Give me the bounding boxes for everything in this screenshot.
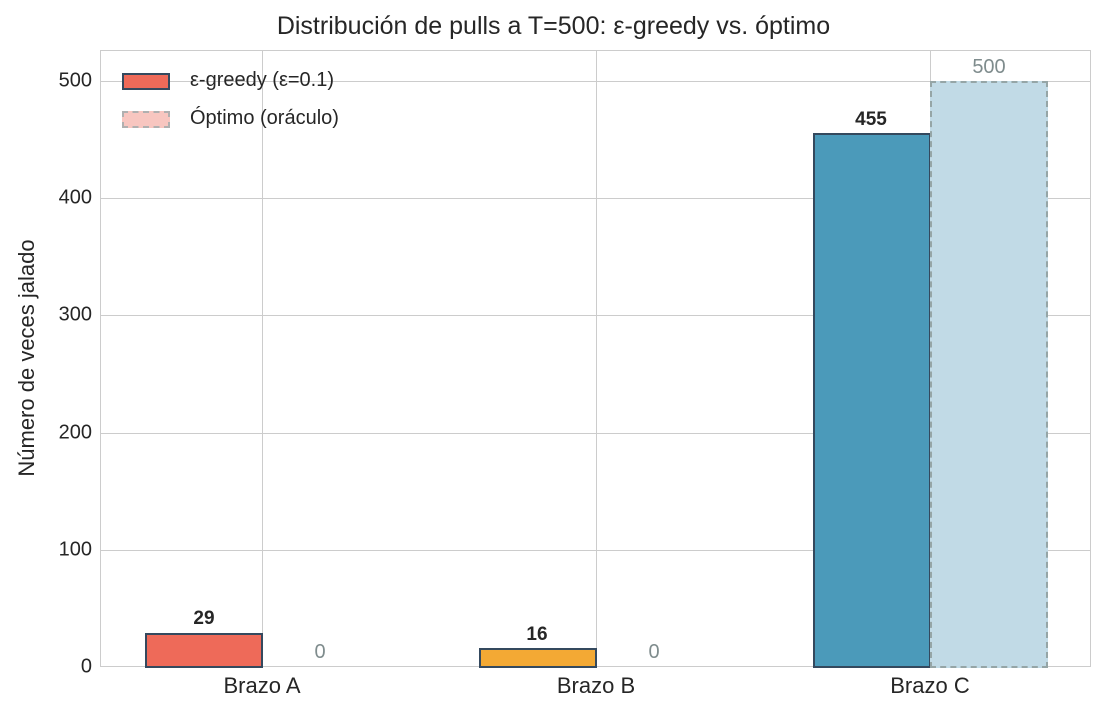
x-tick: Brazo A [223, 673, 301, 698]
gridline [262, 51, 263, 666]
y-tick: 300 [58, 303, 92, 326]
bar-brazo-b-greedy [479, 648, 597, 668]
x-tick: Brazo C [890, 673, 970, 698]
y-tick: 400 [58, 186, 92, 209]
gridline [101, 315, 1090, 316]
value-label: 0 [314, 641, 326, 663]
bar-brazo-c-optimal [930, 81, 1048, 668]
chart-title: Distribución de pulls a T=500: ε-greedy … [276, 12, 831, 40]
bar-brazo-c-greedy [813, 133, 931, 668]
gridline [101, 81, 1090, 82]
value-label: 500 [972, 56, 1006, 78]
legend-swatch-greedy [122, 73, 170, 90]
gridline [101, 433, 1090, 434]
legend-swatch-optimal [122, 111, 170, 128]
y-tick: 500 [58, 69, 92, 92]
legend-label: Óptimo (oráculo) [190, 107, 339, 129]
bar-brazo-a-greedy [145, 633, 263, 668]
y-tick: 200 [58, 421, 92, 444]
value-label: 0 [648, 641, 660, 663]
y-tick: 100 [58, 538, 92, 561]
y-tick: 0 [80, 655, 92, 678]
value-label: 16 [526, 624, 548, 645]
value-label: 455 [855, 109, 887, 130]
gridline [101, 198, 1090, 199]
value-label: 29 [193, 608, 215, 629]
legend-label: ε-greedy (ε=0.1) [190, 69, 335, 91]
x-tick: Brazo B [556, 673, 636, 698]
gridline [596, 51, 597, 666]
gridline [101, 550, 1090, 551]
